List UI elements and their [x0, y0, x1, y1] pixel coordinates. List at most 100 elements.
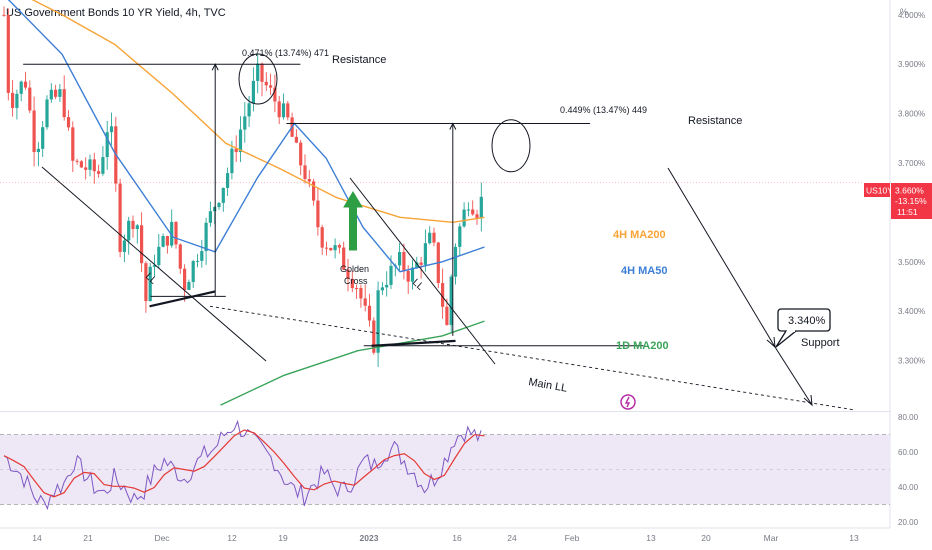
candle-body: [135, 225, 139, 229]
candle-body: [441, 283, 445, 307]
main-ll-label: Main LL: [527, 376, 568, 395]
candle-body: [466, 209, 470, 211]
candle-body: [260, 63, 264, 82]
measure-arrowhead-1: [211, 63, 219, 71]
candle-body: [256, 63, 260, 81]
candle-body: [281, 103, 286, 118]
time-tick-label: 19: [278, 533, 288, 543]
time-tick-label: 24: [507, 533, 517, 543]
rsi-tick-label: 40.00: [898, 483, 919, 492]
candle-body: [204, 222, 208, 252]
price-tick-label: 3.900%: [898, 60, 925, 69]
candle-body: [316, 200, 320, 228]
price-unit-label: %: [900, 7, 908, 17]
candle-body: [398, 252, 402, 266]
candle-body: [178, 244, 182, 269]
candle-body: [92, 159, 96, 172]
candle-body: [165, 236, 169, 246]
candle-body: [54, 89, 58, 97]
rsi-ma-line: [3, 429, 485, 498]
candle-body: [247, 103, 251, 117]
candle-body: [144, 263, 148, 302]
candle-body: [367, 305, 372, 321]
candle-body: [475, 214, 479, 219]
candle-body: [428, 232, 432, 244]
candle-body: [122, 240, 126, 252]
symbol-badge-text: US10Y: [866, 186, 893, 196]
measure-arrowhead-2: [449, 122, 457, 130]
symbol-badge: [864, 183, 890, 197]
target-box: [777, 308, 831, 332]
ma200-4h-label: 4H MA200: [613, 229, 666, 241]
price-change: -13.15%: [895, 196, 927, 206]
candle-body: [28, 87, 32, 111]
candle-body: [372, 320, 376, 353]
candle-body: [23, 81, 28, 88]
candle-body: [6, 15, 10, 93]
candle-body: [423, 243, 427, 265]
bar-countdown: 11:51: [897, 207, 918, 217]
target-value: 3.340%: [788, 315, 826, 327]
measure-label-2: 0.449% (13.47%) 449: [560, 105, 647, 115]
resistance-circle-2: [491, 119, 531, 173]
candle-body: [36, 148, 40, 153]
ma50-4h-label: 4H MA50: [621, 265, 667, 277]
price-tick-label: 4.000%: [898, 11, 925, 20]
projection-line-2: [774, 346, 813, 406]
candle-body: [45, 99, 49, 128]
candle-body: [307, 178, 311, 182]
time-tick-label: 13: [849, 533, 859, 543]
time-tick-label: Mar: [764, 533, 779, 543]
candle-body: [471, 209, 475, 215]
candle-body: [299, 142, 303, 166]
candle-body: [303, 165, 307, 179]
lightning-icon[interactable]: [620, 394, 636, 410]
chart-title: US Government Bonds 10 YR Yield, 4h, TVC: [6, 7, 226, 19]
price-tick-label: 3.300%: [898, 357, 925, 366]
resistance-label-2: Resistance: [688, 115, 742, 127]
rsi-tick-label: 20.00: [898, 518, 919, 527]
price-tick-label: 3.500%: [898, 258, 925, 267]
ll-trendline-2: [349, 177, 496, 365]
candle-body: [148, 266, 152, 302]
candle-body: [161, 236, 165, 247]
candle-body: [453, 246, 458, 277]
price-badge: US10Y 3.660% -13.15% 11:51: [864, 183, 932, 219]
candle-body: [174, 221, 178, 245]
measure-label-1: 0.471% (13.74%) 471: [242, 48, 329, 58]
candle-body: [208, 211, 212, 223]
candle-body: [419, 262, 423, 265]
candle-body: [273, 87, 277, 102]
price-axis-bg: [890, 0, 932, 550]
price-tick-label: 3.700%: [898, 159, 925, 168]
candle-body: [462, 209, 466, 227]
projection-arrowhead-1: [766, 336, 776, 349]
golden-cross-arrow: [343, 191, 363, 251]
ma50-4h-line: [7, 0, 485, 273]
pane-divider: [0, 411, 890, 412]
candle-body: [410, 267, 415, 282]
ma200-4h-line: [31, 0, 485, 224]
candle-body: [109, 126, 114, 133]
thick-segment-2: [371, 339, 456, 347]
golden-cross-label-1: Golden: [340, 264, 369, 274]
candle-body: [269, 85, 273, 88]
target-pointer: [775, 330, 797, 348]
golden-cross-label-2: Cross: [344, 276, 368, 286]
candle-body: [191, 261, 195, 282]
candle-body: [66, 117, 71, 128]
candle-body: [324, 247, 329, 249]
candle-body: [380, 287, 384, 291]
candle-body: [15, 93, 19, 108]
projection-arrowhead-2: [803, 394, 813, 407]
candle-body: [458, 226, 462, 247]
candle-body: [294, 136, 298, 143]
candle-body: [2, 14, 6, 16]
candle-body: [449, 276, 453, 325]
main-ll-dashline: [209, 305, 856, 411]
candle-body: [238, 129, 243, 153]
candle-body: [88, 159, 92, 170]
candle-body: [131, 220, 135, 229]
ll-trendline-1: [41, 166, 267, 362]
